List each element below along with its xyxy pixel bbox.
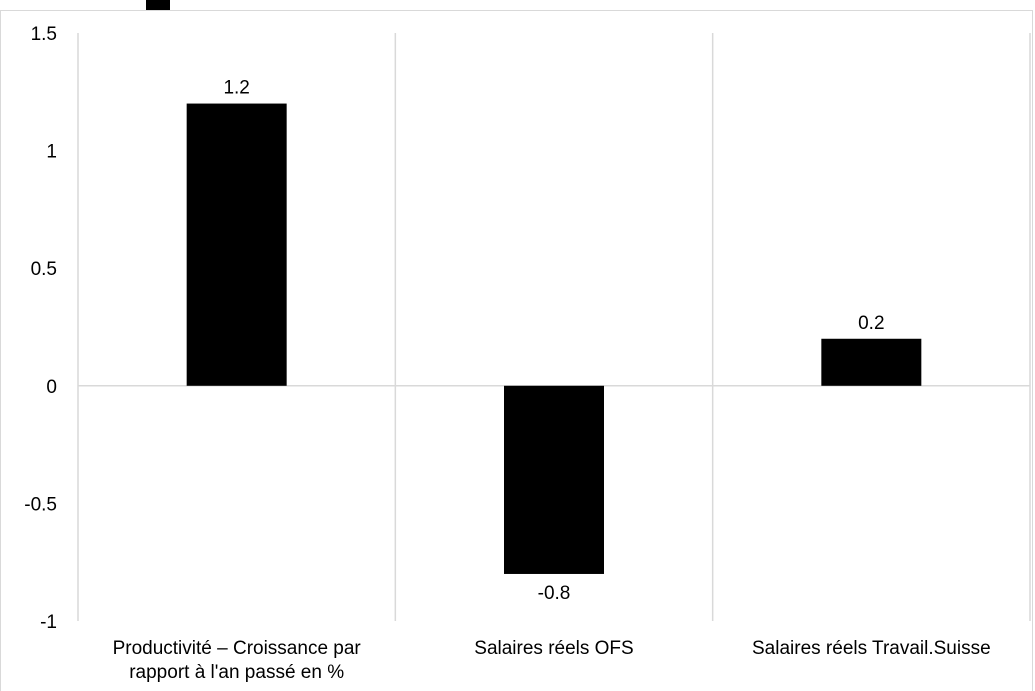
x-category-label: Salaires réels Travail.Suisse <box>752 638 991 659</box>
x-category-label: Productivité – Croissance par <box>113 638 362 659</box>
bar <box>821 338 922 386</box>
chart-border <box>0 10 1033 691</box>
y-tick-label: 1 <box>46 142 57 163</box>
data-label: -0.8 <box>538 583 571 604</box>
y-tick-label: 0.5 <box>31 259 57 280</box>
y-tick-label: 0 <box>46 377 57 398</box>
bar <box>186 103 287 386</box>
data-label: 1.2 <box>223 78 249 99</box>
y-tick-label: -0.5 <box>24 494 57 515</box>
bar <box>504 385 604 574</box>
y-tick-label: 1.5 <box>31 24 57 45</box>
data-label: 0.2 <box>858 313 884 334</box>
clipped-title-fragment <box>72 0 212 16</box>
x-category-label: Salaires réels OFS <box>474 638 633 659</box>
x-category-label: rapport à l'an passé en % <box>129 662 344 683</box>
y-tick-label: -1 <box>40 612 57 633</box>
